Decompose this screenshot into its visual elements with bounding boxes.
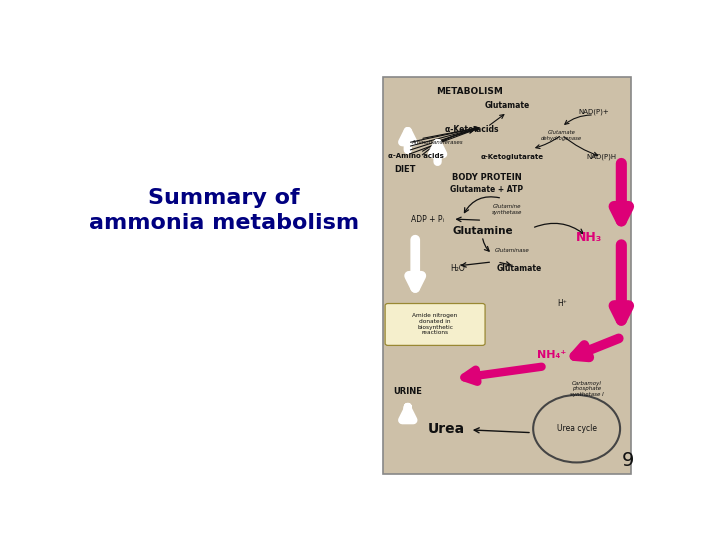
Text: URINE: URINE — [393, 387, 422, 396]
Text: α-Keto acids: α-Keto acids — [445, 125, 498, 134]
Text: H₂O: H₂O — [450, 264, 465, 273]
Text: Urea cycle: Urea cycle — [557, 424, 597, 433]
Text: 9: 9 — [621, 451, 634, 470]
Text: α-Amino acids: α-Amino acids — [388, 153, 444, 159]
Text: Aminotransferases: Aminotransferases — [412, 140, 464, 145]
Text: METABOLISM: METABOLISM — [436, 87, 503, 96]
Text: NH₄⁺: NH₄⁺ — [537, 350, 567, 360]
Text: Glutamate: Glutamate — [485, 102, 530, 110]
FancyBboxPatch shape — [385, 303, 485, 346]
Text: ADP + Pᵢ: ADP + Pᵢ — [411, 214, 444, 224]
Text: Glutamate + ATP: Glutamate + ATP — [450, 185, 523, 194]
Text: NH₃: NH₃ — [576, 231, 602, 244]
Text: DIET: DIET — [395, 165, 416, 174]
Text: BODY PROTEIN: BODY PROTEIN — [452, 173, 522, 182]
Text: Glutaminase: Glutaminase — [495, 247, 529, 253]
Text: Glutamate
dehydrogenase: Glutamate dehydrogenase — [541, 130, 582, 141]
Text: Urea: Urea — [428, 422, 465, 436]
Text: NAD(P)+: NAD(P)+ — [579, 109, 609, 115]
Text: NAD(P)H: NAD(P)H — [586, 153, 616, 160]
Text: Carbamoyl
phosphate
synthetase I: Carbamoyl phosphate synthetase I — [570, 381, 603, 397]
Text: Glutamine
synthetase: Glutamine synthetase — [492, 204, 522, 214]
Text: H⁺: H⁺ — [557, 299, 567, 308]
Text: Amide nitrogen
donated in
biosynthetic
reactions: Amide nitrogen donated in biosynthetic r… — [413, 313, 458, 335]
FancyBboxPatch shape — [383, 77, 631, 474]
Text: α-Ketoglutarate: α-Ketoglutarate — [480, 154, 544, 160]
Text: Glutamine: Glutamine — [452, 226, 513, 237]
Text: Summary of
ammonia metabolism: Summary of ammonia metabolism — [89, 188, 359, 233]
Text: Glutamate: Glutamate — [497, 264, 542, 273]
